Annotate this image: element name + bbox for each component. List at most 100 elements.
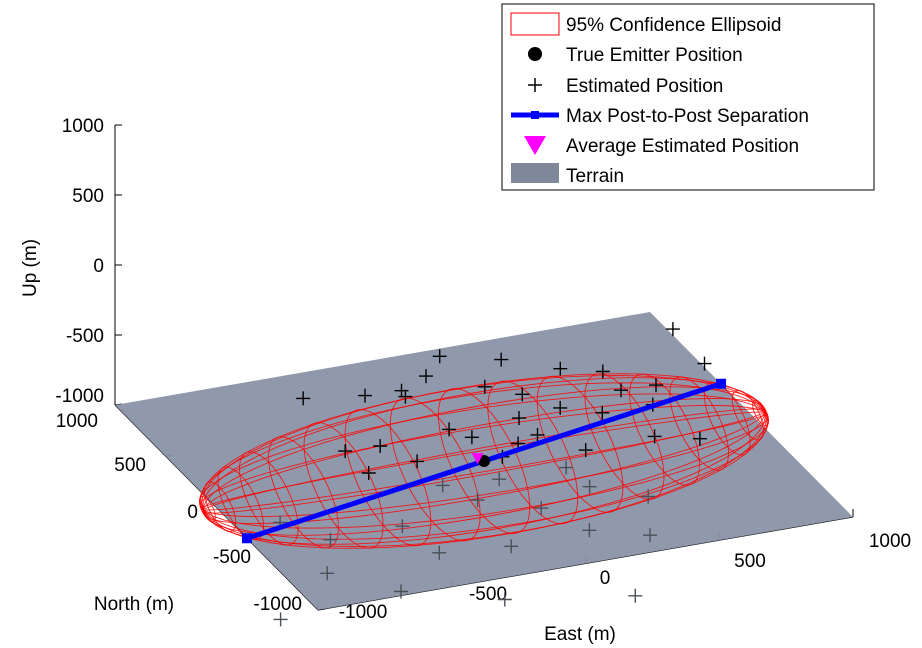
legend-label: Max Post-to-Post Separation: [566, 106, 809, 127]
legend-label: Terrain: [566, 166, 624, 187]
estimate-marker: [553, 400, 568, 415]
estimate-marker: [323, 532, 338, 547]
estimate-marker: [394, 383, 409, 398]
estimate-marker: [320, 566, 335, 581]
ellipsoid-meridian: [201, 411, 766, 514]
estimate-marker: [504, 539, 519, 554]
x-tick-label: -1000: [339, 602, 388, 623]
estimate-marker: [492, 472, 507, 487]
estimate-marker: [530, 427, 545, 442]
ellipsoid-meridian: [202, 412, 766, 536]
y-tick-label: -1000: [253, 594, 302, 615]
estimate-marker: [595, 364, 610, 379]
estimate-marker: [614, 383, 628, 398]
estimate-marker: [553, 361, 568, 376]
estimate-marker: [515, 387, 530, 402]
legend: 95% Confidence Ellipsoid True Emitter Po…: [501, 3, 875, 191]
average-estimate-marker: [471, 453, 484, 465]
estimate-marker: [497, 592, 512, 607]
y-tick-label: 1000: [56, 411, 98, 432]
ellipsoid-meridian: [199, 404, 766, 511]
estimate-marker: [494, 352, 509, 367]
estimate-marker: [628, 588, 643, 603]
y-tick-label: 500: [114, 455, 146, 476]
x-tick-label: 500: [734, 551, 766, 572]
estimate-marker: [395, 519, 410, 534]
estimate-marker: [582, 479, 597, 494]
estimate-marker: [361, 466, 376, 480]
y-tick-label: -500: [213, 547, 251, 568]
ellipsoid-meridian: [201, 373, 766, 510]
estimate-marker: [649, 378, 663, 393]
y-axis-label: North (m): [94, 594, 174, 615]
estimate-marker: [647, 429, 662, 444]
x-tick-label: 0: [600, 568, 611, 589]
estimate-marker: [296, 391, 311, 406]
estimate-marker: [358, 388, 372, 403]
estimate-marker: [273, 612, 288, 627]
legend-label: True Emitter Position: [566, 45, 743, 66]
estimate-marker: [432, 545, 447, 560]
estimate-marker: [394, 584, 408, 599]
estimate-marker: [534, 501, 549, 516]
true-emitter-marker: [478, 455, 490, 467]
estimate-marker: [419, 369, 433, 384]
ellipsoid-meridian: [202, 411, 769, 518]
estimate-marker: [477, 379, 492, 394]
ellipsoid-meridian: [200, 411, 765, 511]
x-tick-label: -500: [469, 584, 507, 605]
estimate-marker: [665, 322, 680, 337]
z-tick-label: 500: [72, 186, 104, 207]
estimate-marker: [410, 454, 425, 469]
legend-swatch-separation-marker: [531, 111, 539, 119]
legend-label: Average Estimated Position: [566, 136, 799, 157]
estimate-marker: [595, 405, 610, 420]
z-tick-label: -1000: [55, 386, 104, 407]
ellipsoid-meridian: [202, 386, 766, 510]
markers-layer: [471, 453, 490, 467]
x-axis-label: East (m): [544, 624, 616, 645]
z-axis-label: Up (m): [20, 239, 41, 297]
estimate-marker: [338, 444, 353, 459]
legend-swatch-terrain: [511, 163, 559, 183]
estimate-marker: [464, 430, 479, 445]
z-ticks: [115, 124, 122, 406]
z-tick-label: 0: [93, 256, 104, 277]
legend-box: [501, 3, 875, 191]
ellipsoid-meridian: [199, 393, 766, 511]
z-tick-label: -500: [66, 326, 104, 347]
ellipsoid-meridian: [202, 411, 766, 524]
max-separation-endpoint: [241, 533, 252, 544]
legend-swatch-estimate: [528, 78, 542, 92]
ellipsoid-meridian: [202, 411, 769, 529]
x-tick-label: 1000: [869, 531, 911, 552]
estimates-layer: [273, 322, 712, 627]
estimate-marker: [692, 431, 707, 446]
legend-swatch-true-emitter: [528, 47, 542, 61]
ellipsoid-meridian: [203, 411, 768, 511]
estimate-marker: [697, 356, 712, 371]
legend-label: Estimated Position: [566, 76, 723, 97]
estimate-marker: [582, 523, 597, 538]
ellipsoid-meridian: [202, 408, 767, 511]
estimate-marker: [432, 349, 447, 364]
estimate-marker: [435, 478, 450, 493]
estimate-marker: [559, 460, 574, 475]
estimate-marker: [643, 528, 657, 543]
max-separation-endpoint: [716, 378, 727, 389]
estimate-marker: [578, 443, 593, 458]
estimate-marker: [641, 489, 656, 504]
y-tick-label: 0: [187, 502, 198, 523]
estimate-marker: [373, 439, 388, 453]
legend-swatch-ellipsoid: [510, 12, 560, 36]
estimate-marker: [398, 389, 413, 404]
estimate-marker: [470, 493, 485, 508]
estimate-marker: [512, 411, 526, 426]
estimate-marker: [442, 422, 457, 437]
ellipsoid-meridian: [202, 398, 766, 511]
ellipsoid-meridian: [202, 412, 767, 549]
legend-label: 95% Confidence Ellipsoid: [566, 15, 781, 36]
legend-swatch-average: [524, 136, 546, 155]
z-tick-label: 1000: [62, 116, 104, 137]
